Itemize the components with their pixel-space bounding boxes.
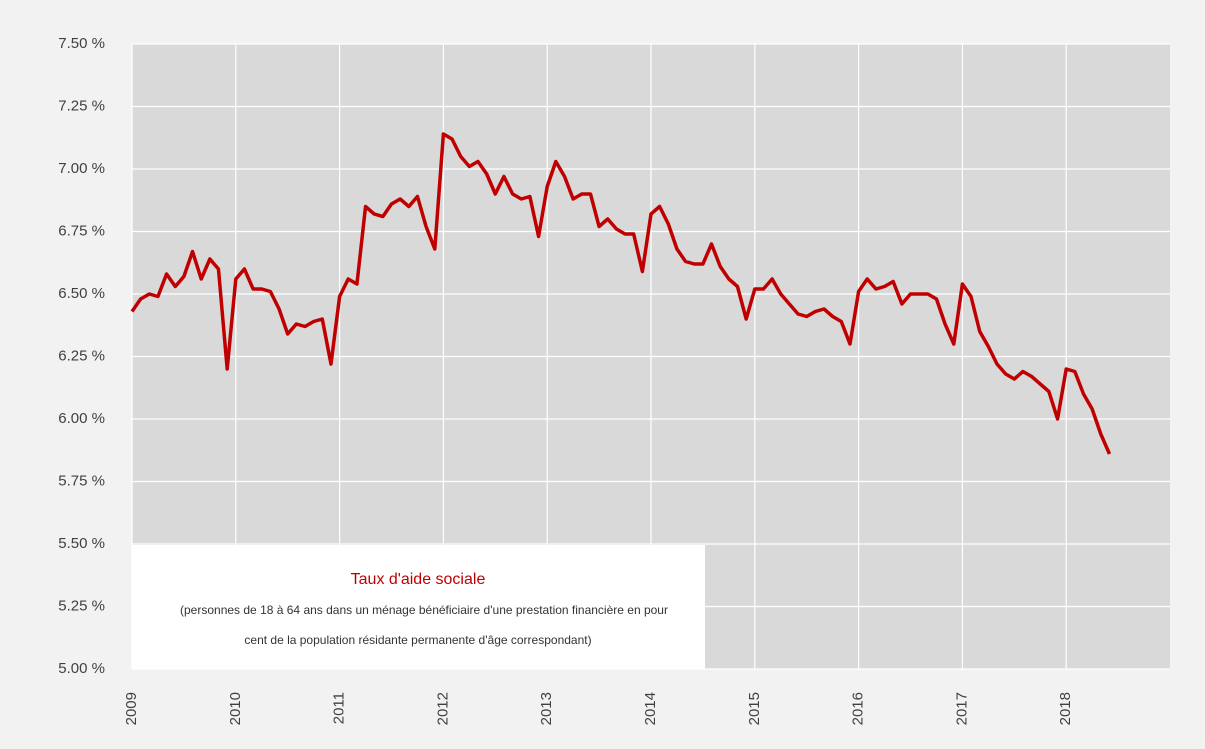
x-tick-label: 2012 <box>434 692 451 725</box>
line <box>130 132 1112 455</box>
y-tick-label: 6.75 % <box>58 222 105 239</box>
grid <box>131 43 1170 670</box>
y-tick-label: 7.50 % <box>58 35 105 52</box>
y-tick-label: 7.25 % <box>58 97 105 114</box>
x-tick-label: 2014 <box>642 692 659 725</box>
legend-box <box>132 545 705 669</box>
x-tick-label: 2017 <box>953 692 970 725</box>
y-tick-label: 6.50 % <box>58 285 105 302</box>
x-tick-label: 2009 <box>123 692 140 725</box>
y-tick-label: 5.25 % <box>58 597 105 614</box>
x-tick-label: 2015 <box>746 692 763 725</box>
chart-title: Taux d'aide sociale <box>351 571 486 588</box>
subtitle: cent de la population résidante permanen… <box>244 633 591 647</box>
y-tick-label: 5.50 % <box>58 535 105 552</box>
x-tick-label: 2010 <box>227 692 244 725</box>
subtitle: (personnes de 18 à 64 ans dans un ménage… <box>180 603 668 617</box>
lines <box>130 132 1112 455</box>
y-tick-label: 6.00 % <box>58 410 105 427</box>
x-tick-label: 2018 <box>1057 692 1074 725</box>
y-tick-label: 6.25 % <box>58 347 105 364</box>
x-tick-label: 2016 <box>850 692 867 725</box>
y-tick-label: 5.75 % <box>58 472 105 489</box>
y-tick-label: 5.00 % <box>58 660 105 677</box>
x-tick-label: 2011 <box>331 692 348 724</box>
x-tick-label: 2013 <box>538 692 555 725</box>
y-tick-label: 7.00 % <box>58 160 105 177</box>
